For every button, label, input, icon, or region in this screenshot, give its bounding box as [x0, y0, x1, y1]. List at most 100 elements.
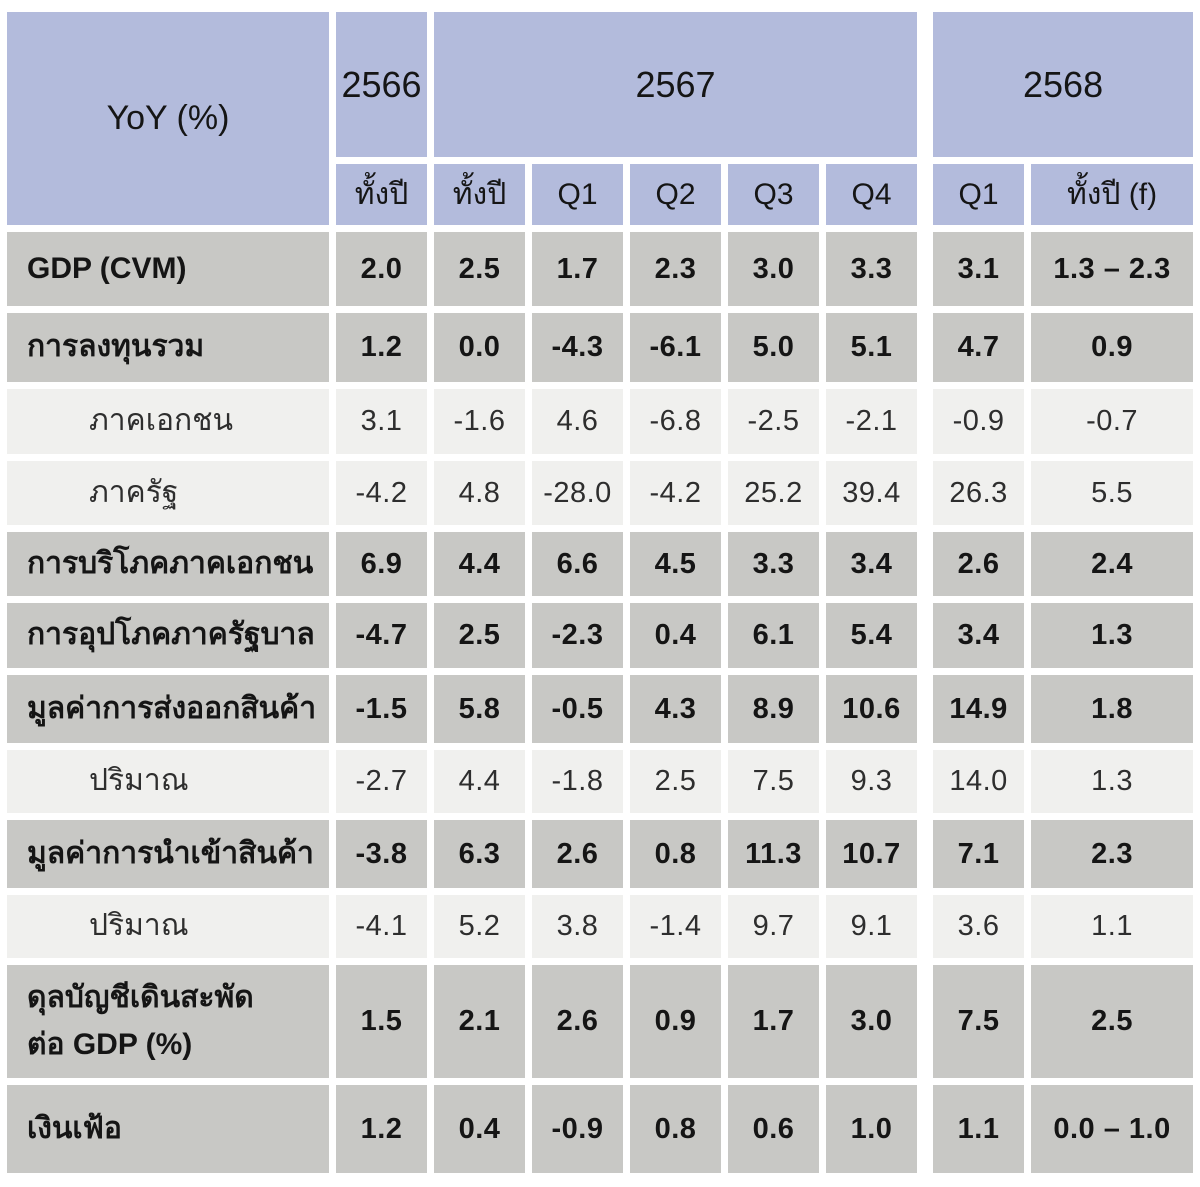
- value-cell: 4.5: [630, 532, 721, 596]
- value-cell: 2.5: [434, 603, 525, 668]
- value-cell: 2.0: [336, 232, 427, 306]
- period-header-row: ทั้งปี ทั้งปี Q1 Q2 Q3 Q4 Q1 ทั้งปี (f): [7, 164, 1194, 225]
- value-cell: -1.5: [336, 675, 427, 743]
- value-cell: 3.1: [924, 232, 1025, 306]
- value-cell: 3.0: [826, 965, 918, 1078]
- value-cell: 5.2: [434, 895, 525, 958]
- value-cell: 5.0: [728, 313, 819, 382]
- value-cell: 0.6: [728, 1085, 819, 1173]
- value-cell: 8.9: [728, 675, 819, 743]
- value-cell: 5.8: [434, 675, 525, 743]
- table-row: ดุลบัญชีเดินสะพัด ต่อ GDP (%) 1.5 2.1 2.6 0.…: [7, 965, 1194, 1078]
- value-cell: 5.5: [1031, 461, 1194, 525]
- value-cell: 10.6: [826, 675, 918, 743]
- value-cell: 5.1: [826, 313, 918, 382]
- value-cell: 4.7: [924, 313, 1025, 382]
- value-cell: -4.2: [630, 461, 721, 525]
- row-label-cell: ปริมาณ: [7, 895, 329, 958]
- value-cell: -0.9: [924, 389, 1025, 454]
- value-cell: 9.3: [826, 750, 918, 813]
- value-cell: 1.1: [924, 1085, 1025, 1173]
- row-label-cell: เงินเฟ้อ: [7, 1085, 329, 1173]
- value-cell: 1.0: [826, 1085, 918, 1173]
- value-cell: 1.7: [532, 232, 623, 306]
- value-cell: -6.1: [630, 313, 721, 382]
- value-cell: -6.8: [630, 389, 721, 454]
- value-cell: 1.2: [336, 1085, 427, 1173]
- value-cell: 1.1: [1031, 895, 1194, 958]
- value-cell: -4.3: [532, 313, 623, 382]
- value-cell: 7.5: [728, 750, 819, 813]
- row-label-cell: ปริมาณ: [7, 750, 329, 813]
- value-cell: -2.1: [826, 389, 918, 454]
- year-header-2567: 2567: [434, 12, 918, 157]
- year-header-2568: 2568: [924, 12, 1194, 157]
- value-cell: -1.4: [630, 895, 721, 958]
- table-row: การอุปโภคภาครัฐบาล -4.7 2.5 -2.3 0.4 6.1 5.4 3.…: [7, 603, 1194, 668]
- value-cell: 0.4: [434, 1085, 525, 1173]
- value-cell: 11.3: [728, 820, 819, 888]
- value-cell: 0.9: [1031, 313, 1194, 382]
- value-cell: 7.5: [924, 965, 1025, 1078]
- table-header: YoY (%) 2566 2567 2568 ทั้งปี ทั้งปี Q1 …: [7, 12, 1194, 225]
- value-cell: 2.4: [1031, 532, 1194, 596]
- value-cell: 1.3: [1031, 750, 1194, 813]
- value-cell: 0.9: [630, 965, 721, 1078]
- row-label-cell: ภาคเอกชน: [7, 389, 329, 454]
- value-cell: 3.6: [924, 895, 1025, 958]
- value-cell: 1.5: [336, 965, 427, 1078]
- year-header-row: YoY (%) 2566 2567 2568: [7, 12, 1194, 225]
- economic-forecast-table: YoY (%) 2566 2567 2568 ทั้งปี ทั้งปี Q1 …: [0, 5, 1200, 1180]
- value-cell: 10.7: [826, 820, 918, 888]
- value-cell: 3.4: [924, 603, 1025, 668]
- table-row: ภาครัฐ -4.2 4.8 -28.0 -4.2 25.2 39.4 26.3 5.5: [7, 461, 1194, 525]
- row-label-cell: ดุลบัญชีเดินสะพัด ต่อ GDP (%): [7, 965, 329, 1078]
- value-cell: 0.8: [630, 1085, 721, 1173]
- col-header-2567-full-year: ทั้งปี: [434, 164, 525, 225]
- value-cell: 14.0: [924, 750, 1025, 813]
- value-cell: -1.8: [532, 750, 623, 813]
- value-cell: -2.3: [532, 603, 623, 668]
- value-cell: 39.4: [826, 461, 918, 525]
- value-cell: 3.3: [826, 232, 918, 306]
- value-cell: 0.4: [630, 603, 721, 668]
- value-cell: 1.2: [336, 313, 427, 382]
- value-cell: 3.8: [532, 895, 623, 958]
- value-cell: 7.1: [924, 820, 1025, 888]
- row-label-cell: ภาครัฐ: [7, 461, 329, 525]
- value-cell: 2.5: [434, 232, 525, 306]
- value-cell: 14.9: [924, 675, 1025, 743]
- col-header-2568-q1: Q1: [924, 164, 1025, 225]
- col-header-2567-q4: Q4: [826, 164, 918, 225]
- value-cell: -4.1: [336, 895, 427, 958]
- col-header-2567-q2: Q2: [630, 164, 721, 225]
- value-cell: -4.7: [336, 603, 427, 668]
- value-cell: 6.3: [434, 820, 525, 888]
- value-cell: 6.6: [532, 532, 623, 596]
- value-cell: -2.7: [336, 750, 427, 813]
- value-cell: 6.1: [728, 603, 819, 668]
- table-row: ภาคเอกชน 3.1 -1.6 4.6 -6.8 -2.5 -2.1 -0.9 -0.7: [7, 389, 1194, 454]
- row-label-cell: การบริโภคภาคเอกชน: [7, 532, 329, 596]
- value-cell: 2.6: [532, 820, 623, 888]
- value-cell: -1.6: [434, 389, 525, 454]
- table-row: ปริมาณ -2.7 4.4 -1.8 2.5 7.5 9.3 14.0 1.3: [7, 750, 1194, 813]
- table-row: มูลค่าการนำเข้าสินค้า -3.8 6.3 2.6 0.8 11.3 10…: [7, 820, 1194, 888]
- col-header-2568-full-year-forecast: ทั้งปี (f): [1031, 164, 1194, 225]
- value-cell: -0.9: [532, 1085, 623, 1173]
- value-cell: 2.6: [924, 532, 1025, 596]
- row-label-cell: GDP (CVM): [7, 232, 329, 306]
- value-cell: 3.3: [728, 532, 819, 596]
- value-cell: 4.8: [434, 461, 525, 525]
- value-cell: 2.3: [630, 232, 721, 306]
- value-cell: 5.4: [826, 603, 918, 668]
- value-cell: 0.8: [630, 820, 721, 888]
- value-cell: -0.7: [1031, 389, 1194, 454]
- row-label-cell: การอุปโภคภาครัฐบาล: [7, 603, 329, 668]
- row-label-cell: การลงทุนรวม: [7, 313, 329, 382]
- value-cell: 9.7: [728, 895, 819, 958]
- table-row: มูลค่าการส่งออกสินค้า -1.5 5.8 -0.5 4.3 8.9 10…: [7, 675, 1194, 743]
- table-row: การลงทุนรวม 1.2 0.0 -4.3 -6.1 5.0 5.1 4.7 0.9: [7, 313, 1194, 382]
- table-body: GDP (CVM) 2.0 2.5 1.7 2.3 3.0 3.3 3.1 1.3 – 2.3 ก…: [7, 232, 1194, 1173]
- value-cell: 9.1: [826, 895, 918, 958]
